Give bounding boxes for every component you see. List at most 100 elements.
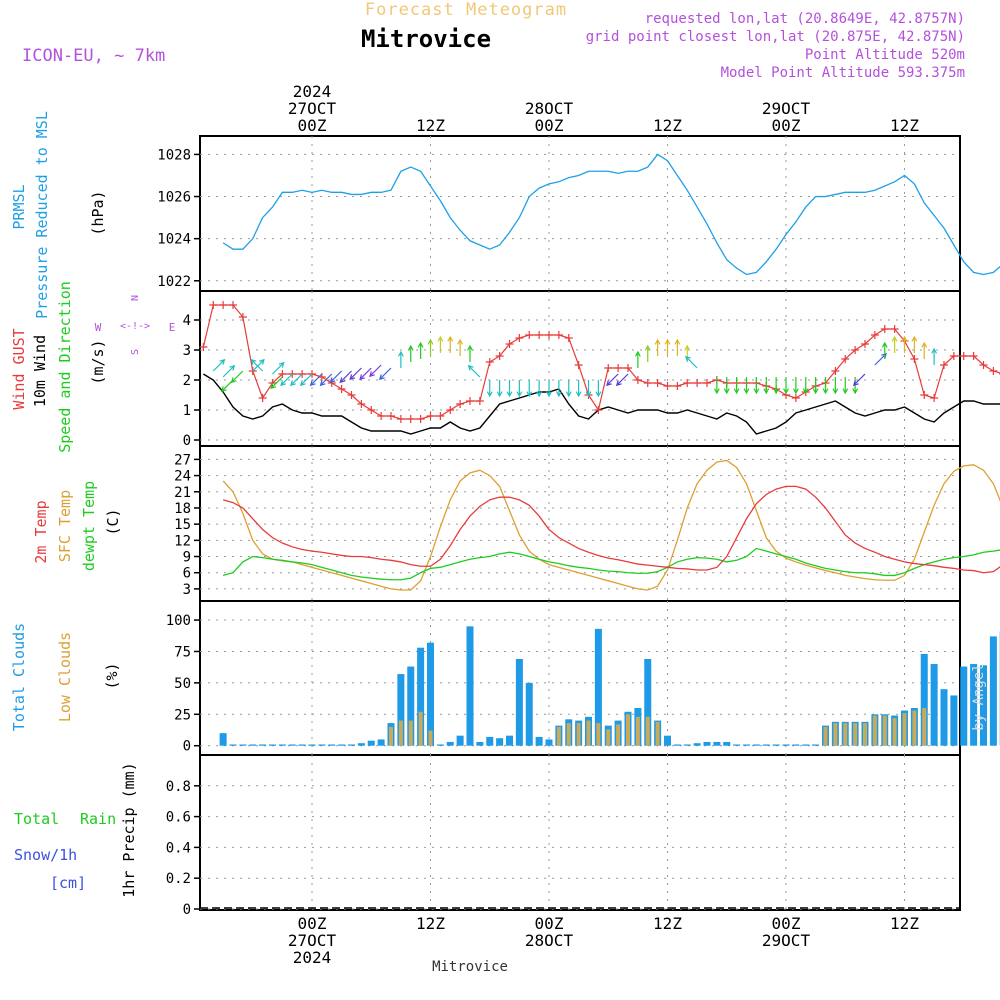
gust-marker [396, 415, 405, 423]
total-cloud-bar [298, 744, 306, 746]
pressure-line [222, 153, 1000, 276]
total-cloud-bar [950, 695, 958, 746]
rain-label: Rain [80, 810, 116, 828]
wind-dir-label: Speed and Direction [56, 281, 74, 453]
total-cloud-bar [673, 744, 681, 746]
ytick-label: 12 [174, 533, 191, 549]
total-cloud-bar [743, 744, 750, 746]
bottom-time-label: 27OCT [288, 931, 337, 950]
wind-arrow [427, 338, 434, 356]
wind-arrow [595, 380, 602, 398]
total-cloud-bar [318, 744, 326, 746]
total-cloud-bar [259, 744, 267, 746]
total-cloud-bar [367, 740, 375, 746]
top-time-label: 00Z [772, 116, 801, 135]
low-cloud-bar [616, 724, 621, 746]
total-cloud-bar [308, 744, 316, 746]
wind-arrow [369, 364, 382, 378]
panel-frame-0 [199, 135, 961, 292]
wind-arrow [447, 335, 454, 353]
low-cloud-bar [655, 721, 660, 746]
point-altitude: Point Altitude 520m [805, 47, 965, 63]
total-cloud-bar [446, 741, 454, 746]
wind-arrow [802, 377, 809, 395]
ytick-label: 1 [183, 403, 191, 419]
gust-marker [229, 301, 237, 309]
wind-arrow [822, 377, 829, 395]
gust-marker [979, 361, 988, 369]
wind-arrow [417, 341, 424, 359]
gust-marker [199, 343, 208, 351]
bottom-time-label: 2024 [293, 948, 332, 967]
ytick-label: 0.8 [166, 779, 191, 795]
low-cloud-bar [576, 723, 581, 746]
y-tick-labels: 1022102410261028012343691215182124270255… [157, 147, 191, 918]
wind-arrow [783, 377, 789, 395]
ytick-label: 1022 [157, 274, 191, 290]
ytick-label: 18 [174, 501, 191, 517]
total-cloud-bar [960, 666, 968, 746]
low-cloud-bar [556, 726, 561, 746]
wind-arrow [921, 341, 928, 359]
low-cloud-bar [892, 718, 897, 746]
gust-marker [614, 364, 623, 372]
low-cloud-bar [428, 730, 433, 746]
total-cloud-bar [377, 739, 385, 746]
wind-arrow [280, 373, 293, 387]
wind-arrow [733, 377, 740, 395]
compass-n: N [130, 295, 141, 301]
top-time-label: 00Z [298, 116, 327, 135]
wind-arrow [555, 380, 562, 398]
total-cloud-bar [535, 736, 543, 746]
wind-arrow [644, 344, 651, 362]
low-cloud-bar [823, 726, 828, 746]
ytick-label: 15 [174, 517, 191, 533]
wind-arrow [911, 335, 918, 353]
gust-marker [426, 412, 435, 420]
clouds-legend: Total Clouds Low Clouds (%) by Angel [10, 623, 987, 731]
model-label: ICON-EU, ~ 7km [22, 46, 165, 66]
wind-arrow [723, 377, 730, 395]
wind-arrow [272, 361, 285, 375]
gust-marker [624, 364, 632, 372]
gust-marker [594, 406, 603, 414]
snow-label: Snow/1h [14, 846, 77, 864]
ytick-label: 75 [174, 644, 191, 660]
gust-marker [890, 325, 899, 333]
ytick-label: 4 [183, 313, 191, 329]
top-time-label: 28OCT [525, 99, 574, 118]
wind-arrow [299, 373, 313, 387]
gust-marker [495, 352, 504, 360]
wind10-line [203, 373, 1000, 435]
ytick-label: 0 [183, 902, 191, 918]
precip-legend: Total Rain Snow/1h [cm] 1hr Precip (mm) [14, 762, 138, 897]
bottom-time-label: 28OCT [525, 931, 574, 950]
wind-arrow [349, 367, 362, 381]
dewpt-label: dewpt Temp [80, 481, 98, 571]
low-cloud-bar [863, 723, 867, 746]
top-time-label: 29OCT [762, 99, 811, 118]
wind-arrow [506, 380, 513, 398]
total-label: Total [14, 810, 59, 828]
ytick-label: 0.6 [166, 810, 191, 826]
total-cloud-bar [723, 741, 731, 746]
wind-arrow [467, 364, 481, 378]
total-cloud-bar [664, 735, 671, 746]
wind10-label: 10m Wind [31, 335, 49, 407]
gust-marker [367, 406, 376, 414]
low-cloud-bar [389, 726, 393, 746]
wind-arrow [832, 377, 839, 395]
low-cloud-bar [398, 720, 403, 746]
ytick-label: 21 [174, 485, 191, 501]
total-cloud-bar [288, 744, 296, 746]
total-cloud-bar [219, 733, 227, 746]
gust-marker [238, 313, 247, 321]
gust-marker [387, 412, 395, 420]
wind-arrow [220, 379, 234, 393]
total-cloud-bar [249, 744, 257, 746]
wind-arrow [664, 338, 671, 356]
ytick-label: 1028 [157, 147, 191, 163]
total-cloud-bar [436, 744, 444, 746]
temp2m-line [222, 485, 1000, 574]
gust-marker [989, 367, 998, 375]
